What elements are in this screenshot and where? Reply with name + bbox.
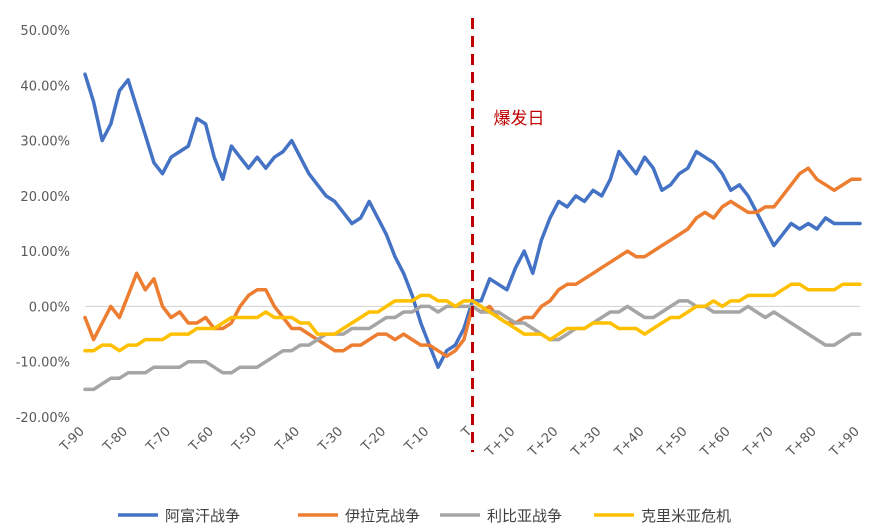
x-tick-label: T+90 xyxy=(826,424,862,460)
series-line xyxy=(83,282,862,353)
x-tick-label: T+20 xyxy=(525,424,561,460)
x-tick-label: T-10 xyxy=(401,424,432,455)
x-tick-label: T+80 xyxy=(783,424,819,460)
x-tick-label: T-80 xyxy=(100,424,131,455)
x-tick-label: T-50 xyxy=(229,424,260,455)
x-tick-label: T-30 xyxy=(315,424,346,455)
x-tick-label: T-90 xyxy=(57,424,88,455)
x-tick-label: T-70 xyxy=(143,424,174,455)
x-tick-label: T+50 xyxy=(654,424,690,460)
x-tick-label: T+60 xyxy=(697,424,733,460)
x-tick-label: T+10 xyxy=(482,424,518,460)
x-tick-label: T+30 xyxy=(568,424,604,460)
x-tick-label: T-40 xyxy=(272,424,303,455)
legend-label: 伊拉克战争 xyxy=(345,507,420,525)
y-tick-label: 30.00% xyxy=(20,135,70,150)
y-axis-ticks: -20.00% -10.00% 0.00% 10.00% 20.00% 30.00% 40.… xyxy=(16,24,70,426)
y-tick-label: 40.00% xyxy=(20,79,70,94)
x-tick-label: T-20 xyxy=(358,424,389,455)
y-tick-label: 0.00% xyxy=(29,300,70,315)
legend-label: 利比亚战争 xyxy=(487,507,562,525)
y-tick-label: 20.00% xyxy=(20,190,70,205)
outbreak-day-label: 爆发日 xyxy=(494,109,545,129)
x-tick-label: T-60 xyxy=(186,424,217,455)
legend-label: 克里米亚危机 xyxy=(641,507,731,525)
y-tick-label: 10.00% xyxy=(20,245,70,260)
chart-legend: 阿富汗战争 伊拉克战争 利比亚战争 克里米亚危机 xyxy=(118,507,731,525)
y-tick-label: -10.00% xyxy=(16,356,70,371)
x-axis-ticks: T-90 T-80 T-70 T-60 T-50 T-40 T-30 T-20 T-10 T T+1… xyxy=(57,424,863,460)
x-tick-label: T+70 xyxy=(740,424,776,460)
y-tick-label: 50.00% xyxy=(20,24,70,39)
x-tick-label: T+40 xyxy=(611,424,647,460)
legend-label: 阿富汗战争 xyxy=(165,507,240,525)
y-tick-label: -20.00% xyxy=(16,411,70,426)
